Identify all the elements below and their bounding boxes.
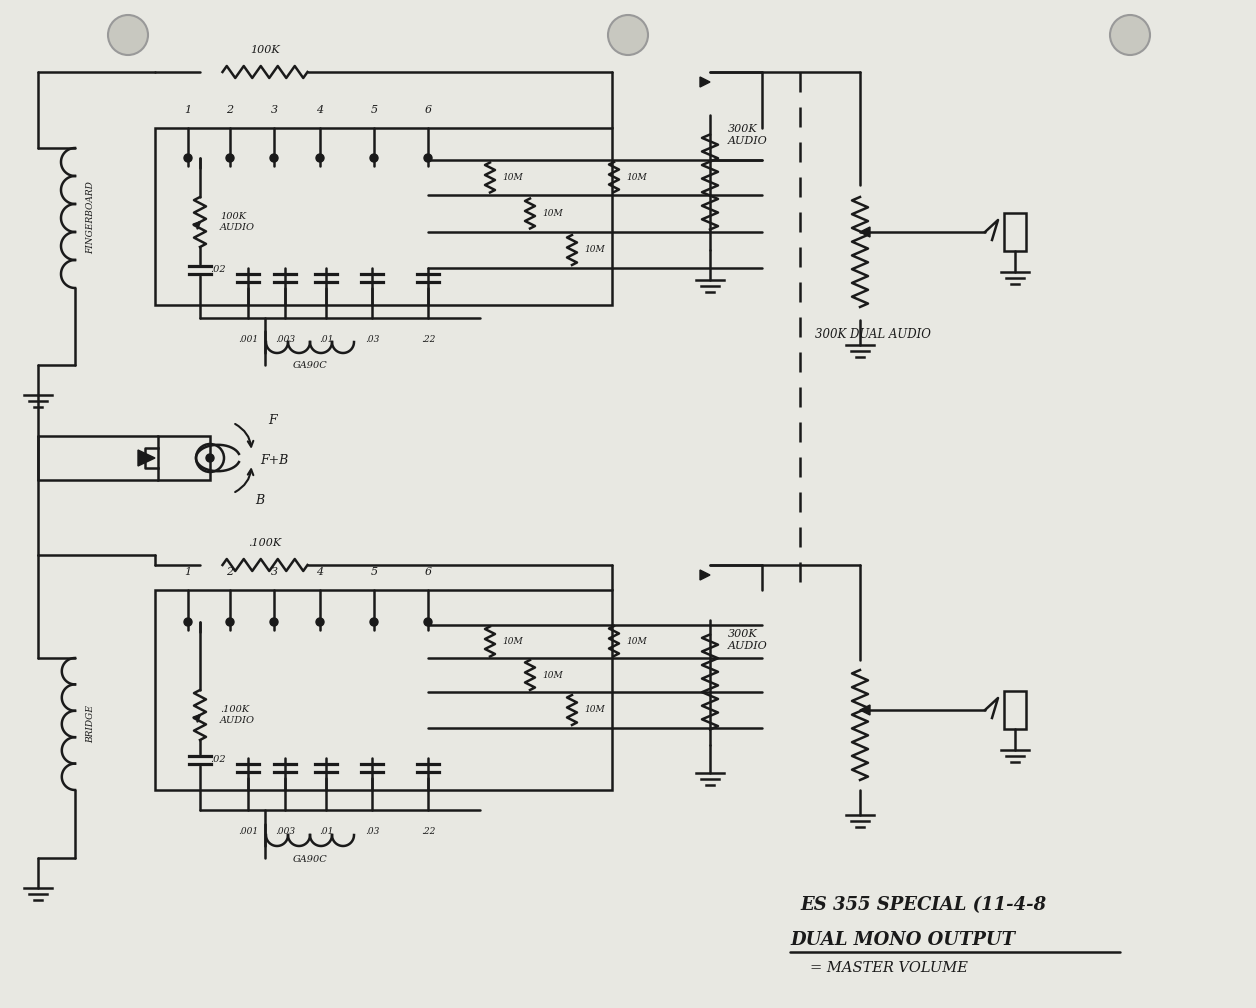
Text: 10M: 10M <box>502 173 522 182</box>
Text: 6: 6 <box>425 566 432 577</box>
Circle shape <box>108 15 148 55</box>
Circle shape <box>206 454 214 462</box>
Text: .02: .02 <box>210 756 226 764</box>
Bar <box>1004 213 1026 251</box>
Polygon shape <box>138 450 154 466</box>
Text: FINGERBOARD: FINGERBOARD <box>87 181 95 254</box>
Text: ES 355 SPECIAL (11-4-8: ES 355 SPECIAL (11-4-8 <box>800 896 1046 914</box>
Text: 300K
AUDIO: 300K AUDIO <box>728 629 767 651</box>
Text: 1: 1 <box>185 566 192 577</box>
Text: 100K: 100K <box>250 45 280 55</box>
Text: .001: .001 <box>237 336 257 345</box>
Text: .03: .03 <box>364 336 379 345</box>
Circle shape <box>371 154 378 162</box>
Text: F: F <box>268 413 276 426</box>
Text: 5: 5 <box>371 566 378 577</box>
Text: 10M: 10M <box>543 670 563 679</box>
Text: 10M: 10M <box>625 636 647 645</box>
Text: .100K
AUDIO: .100K AUDIO <box>220 706 255 725</box>
Circle shape <box>270 154 278 162</box>
Text: 10M: 10M <box>584 706 604 715</box>
Text: 4: 4 <box>317 105 324 115</box>
Text: .03: .03 <box>364 828 379 837</box>
Text: .22: .22 <box>421 828 435 837</box>
Text: 3: 3 <box>270 566 278 577</box>
Text: 3: 3 <box>270 105 278 115</box>
Text: .100K: .100K <box>249 538 281 548</box>
Text: .01: .01 <box>319 336 333 345</box>
Text: 300K DUAL AUDIO: 300K DUAL AUDIO <box>815 329 931 342</box>
Text: .003: .003 <box>275 828 295 837</box>
Text: BRIDGE: BRIDGE <box>87 705 95 743</box>
Text: 2: 2 <box>226 105 234 115</box>
Polygon shape <box>700 570 710 580</box>
Circle shape <box>317 618 324 626</box>
Text: 100K
AUDIO: 100K AUDIO <box>220 213 255 232</box>
Text: 5: 5 <box>371 105 378 115</box>
Bar <box>158 436 210 480</box>
Polygon shape <box>860 227 870 237</box>
Text: .001: .001 <box>237 828 257 837</box>
Circle shape <box>226 618 234 626</box>
Bar <box>154 590 612 790</box>
Circle shape <box>1110 15 1150 55</box>
Text: GA90C: GA90C <box>293 855 328 864</box>
Circle shape <box>183 154 192 162</box>
Circle shape <box>226 154 234 162</box>
Bar <box>1004 691 1026 729</box>
Text: = MASTER VOLUME: = MASTER VOLUME <box>810 961 968 975</box>
Text: 10M: 10M <box>584 246 604 254</box>
Text: 10M: 10M <box>543 209 563 218</box>
Text: GA90C: GA90C <box>293 362 328 371</box>
Circle shape <box>425 618 432 626</box>
Circle shape <box>608 15 648 55</box>
Bar <box>154 128 612 305</box>
Text: 4: 4 <box>317 566 324 577</box>
Text: .02: .02 <box>210 265 226 274</box>
Text: .003: .003 <box>275 336 295 345</box>
Text: 6: 6 <box>425 105 432 115</box>
Text: .22: .22 <box>421 336 435 345</box>
Text: 10M: 10M <box>625 172 647 181</box>
Text: .01: .01 <box>319 828 333 837</box>
Text: B: B <box>255 494 264 506</box>
Text: 10M: 10M <box>502 637 522 646</box>
Text: 2: 2 <box>226 566 234 577</box>
Polygon shape <box>700 77 710 87</box>
Text: 1: 1 <box>185 105 192 115</box>
Circle shape <box>270 618 278 626</box>
Circle shape <box>371 618 378 626</box>
Circle shape <box>317 154 324 162</box>
Text: 300K
AUDIO: 300K AUDIO <box>728 124 767 146</box>
Circle shape <box>183 618 192 626</box>
Circle shape <box>425 154 432 162</box>
Text: DUAL MONO OUTPUT: DUAL MONO OUTPUT <box>790 931 1015 949</box>
Polygon shape <box>860 705 870 715</box>
Text: F+B: F+B <box>260 454 288 467</box>
